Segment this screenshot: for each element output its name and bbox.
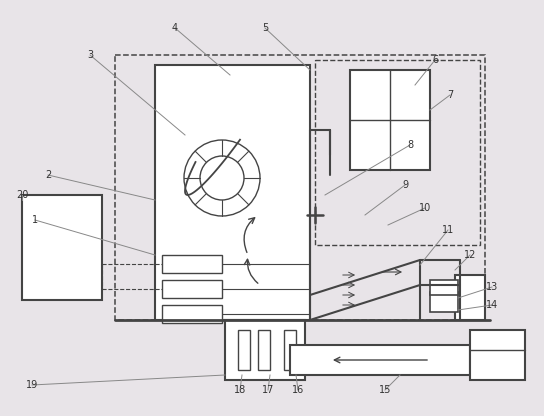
- Text: 9: 9: [402, 180, 408, 190]
- Bar: [315, 60, 480, 245]
- Bar: [430, 292, 458, 312]
- Text: 18: 18: [234, 385, 246, 395]
- Bar: [162, 305, 222, 323]
- Text: 19: 19: [26, 380, 38, 390]
- Text: 17: 17: [262, 385, 274, 395]
- Text: 12: 12: [464, 250, 476, 260]
- Text: 1: 1: [32, 215, 38, 225]
- Bar: [284, 330, 296, 370]
- Bar: [455, 275, 485, 320]
- Text: 15: 15: [379, 385, 391, 395]
- Text: 4: 4: [172, 23, 178, 33]
- Text: 3: 3: [87, 50, 93, 60]
- Text: 6: 6: [432, 55, 438, 65]
- Text: 20: 20: [16, 190, 28, 200]
- Bar: [258, 330, 270, 370]
- Bar: [290, 345, 470, 375]
- Bar: [162, 280, 222, 298]
- Text: 7: 7: [447, 90, 453, 100]
- Bar: [155, 65, 310, 320]
- Bar: [350, 70, 430, 170]
- Bar: [22, 195, 102, 300]
- Text: 10: 10: [419, 203, 431, 213]
- Text: 13: 13: [486, 282, 498, 292]
- Bar: [470, 330, 525, 380]
- Text: 8: 8: [407, 140, 413, 150]
- Circle shape: [200, 156, 244, 200]
- Text: 5: 5: [262, 23, 268, 33]
- Bar: [225, 320, 305, 380]
- Bar: [115, 55, 485, 320]
- Text: 2: 2: [45, 170, 51, 180]
- Text: 16: 16: [292, 385, 304, 395]
- Circle shape: [184, 140, 260, 216]
- Bar: [162, 255, 222, 273]
- Bar: [430, 280, 458, 295]
- Bar: [238, 330, 250, 370]
- Text: 11: 11: [442, 225, 454, 235]
- Text: 14: 14: [486, 300, 498, 310]
